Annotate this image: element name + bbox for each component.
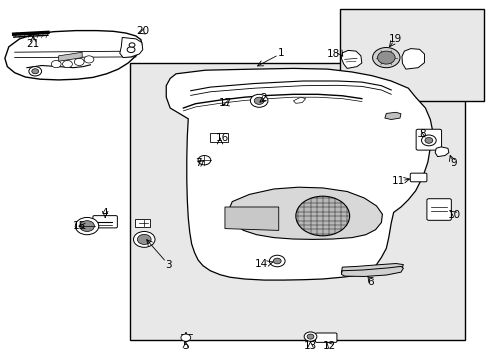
Text: 2: 2 [259, 93, 266, 103]
Polygon shape [401, 49, 424, 69]
Circle shape [127, 47, 135, 53]
Text: 19: 19 [387, 34, 401, 44]
Polygon shape [5, 31, 142, 80]
Circle shape [269, 255, 285, 267]
Bar [135, 219, 150, 227]
Text: 11: 11 [391, 176, 405, 186]
Circle shape [306, 334, 313, 339]
Circle shape [273, 258, 281, 264]
Polygon shape [59, 52, 82, 61]
Text: 15: 15 [72, 221, 85, 231]
Polygon shape [166, 68, 432, 280]
Text: 3: 3 [165, 260, 172, 270]
Text: 8: 8 [419, 129, 426, 139]
Polygon shape [224, 207, 278, 230]
Polygon shape [341, 266, 403, 276]
Circle shape [250, 94, 267, 107]
Circle shape [84, 56, 94, 63]
Circle shape [74, 58, 84, 66]
Circle shape [377, 51, 394, 64]
Text: 13: 13 [303, 341, 317, 351]
Polygon shape [293, 97, 305, 103]
Polygon shape [434, 147, 448, 157]
Text: 10: 10 [447, 210, 460, 220]
Polygon shape [384, 112, 400, 120]
Circle shape [424, 138, 432, 143]
Bar [339, 9, 483, 101]
Circle shape [62, 60, 72, 68]
Bar [210, 133, 227, 142]
Circle shape [29, 67, 41, 76]
Circle shape [32, 69, 39, 74]
FancyBboxPatch shape [93, 216, 117, 228]
Text: 1: 1 [277, 48, 284, 58]
Polygon shape [120, 37, 142, 58]
Bar [129, 63, 464, 340]
Circle shape [380, 53, 391, 62]
Text: 12: 12 [322, 341, 335, 351]
Text: 21: 21 [26, 39, 40, 49]
Circle shape [304, 332, 316, 341]
FancyBboxPatch shape [426, 199, 450, 220]
Text: 16: 16 [215, 132, 229, 143]
Polygon shape [341, 50, 361, 68]
Text: 18: 18 [326, 49, 339, 59]
Circle shape [181, 334, 190, 341]
Circle shape [295, 196, 349, 236]
Text: 17: 17 [219, 98, 232, 108]
Text: 4: 4 [102, 208, 108, 218]
Text: 6: 6 [366, 276, 373, 287]
FancyBboxPatch shape [315, 333, 336, 342]
Polygon shape [228, 187, 382, 239]
Text: 14: 14 [254, 258, 267, 269]
Circle shape [421, 135, 435, 146]
Circle shape [133, 231, 155, 247]
Polygon shape [341, 264, 403, 275]
Circle shape [137, 234, 151, 244]
Text: 20: 20 [137, 26, 149, 36]
FancyBboxPatch shape [415, 129, 441, 150]
Circle shape [198, 156, 210, 165]
FancyBboxPatch shape [409, 173, 426, 182]
Circle shape [254, 97, 264, 104]
Circle shape [75, 217, 99, 235]
Text: 5: 5 [182, 341, 189, 351]
Circle shape [80, 221, 94, 231]
Circle shape [372, 48, 399, 68]
Text: 7: 7 [194, 158, 201, 168]
Circle shape [129, 43, 135, 47]
Text: 9: 9 [449, 158, 456, 168]
Circle shape [51, 60, 61, 68]
